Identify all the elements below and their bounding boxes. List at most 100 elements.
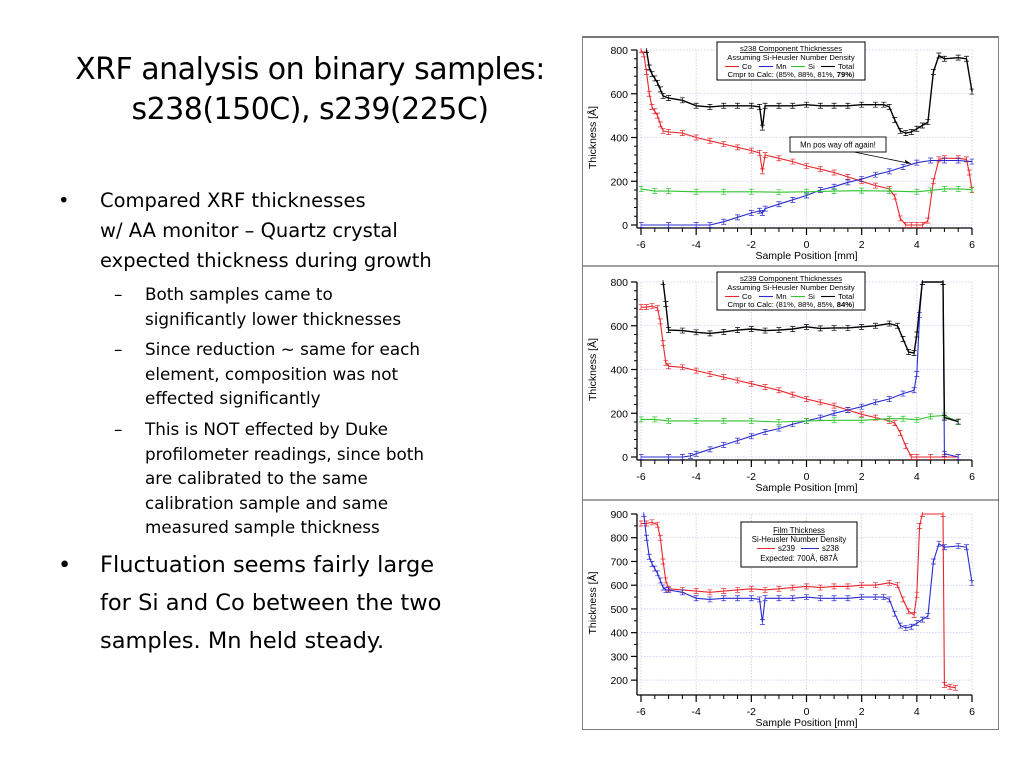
data-point-errorbar — [693, 595, 699, 602]
data-point-errorbar — [748, 585, 754, 592]
data-point-errorbar — [900, 336, 906, 342]
data-point-errorbar — [914, 159, 920, 166]
bullet-line: Compared XRF thicknesses — [100, 189, 366, 212]
data-point-errorbar — [707, 330, 713, 337]
data-point-errorbar — [641, 51, 647, 58]
data-point-errorbar — [679, 589, 685, 596]
data-point-errorbar — [660, 584, 666, 591]
data-point-errorbar — [721, 141, 727, 147]
data-point-errorbar — [817, 399, 823, 406]
data-point-errorbar — [886, 104, 892, 110]
bullet-line: Fluctuation seems fairly large — [100, 551, 435, 578]
series-si — [639, 186, 974, 196]
data-point-errorbar — [886, 579, 892, 586]
x-tick-label: -6 — [636, 706, 645, 718]
data-point-errorbar — [903, 443, 909, 449]
legend-title: s239 Component Thicknesses — [740, 274, 842, 283]
data-point-errorbar — [897, 128, 903, 134]
data-point-errorbar — [666, 188, 672, 194]
bullet-line: samples. Mn held steady. — [100, 627, 385, 654]
data-point-errorbar — [660, 128, 666, 134]
data-point-errorbar — [639, 48, 644, 53]
data-point-errorbar — [817, 166, 823, 173]
data-point-errorbar — [908, 454, 914, 460]
data-point-errorbar — [963, 55, 969, 62]
data-point-errorbar — [757, 149, 763, 156]
data-point-errorbar — [817, 325, 823, 332]
data-point-errorbar — [817, 595, 823, 602]
data-point-errorbar — [657, 318, 663, 325]
x-tick-label: 2 — [859, 706, 865, 718]
sub-bullet-item: – Both samples came to significantly lower… — [58, 282, 508, 331]
y-tick-label: 900 — [610, 509, 628, 521]
data-point-errorbar — [928, 157, 934, 164]
y-tick-label: 0 — [622, 220, 628, 232]
data-point-errorbar — [649, 560, 655, 567]
legend-compare-end: ) — [852, 70, 855, 79]
data-point-errorbar — [652, 75, 658, 82]
data-point-errorbar — [693, 102, 699, 109]
data-point-errorbar — [721, 374, 727, 381]
data-point-errorbar — [903, 222, 909, 228]
x-tick-label: 0 — [804, 706, 810, 718]
data-point-errorbar — [886, 320, 892, 327]
data-point-errorbar — [790, 584, 796, 591]
data-point-errorbar — [859, 176, 865, 182]
series-line-co — [641, 305, 959, 458]
data-point-errorbar — [660, 558, 666, 565]
data-point-errorbar — [762, 384, 768, 390]
legend-compare-text: Cmpr to Calc: (85%, 88%, 81%, — [727, 70, 836, 79]
data-point-errorbar — [748, 326, 754, 332]
data-point-errorbar — [721, 442, 727, 448]
annotation-box — [789, 136, 887, 153]
series-co — [639, 48, 974, 228]
x-tick-label: 4 — [914, 239, 920, 251]
data-point-errorbar — [897, 430, 903, 436]
data-point-errorbar — [639, 304, 644, 311]
data-point-errorbar — [886, 188, 892, 194]
data-point-errorbar — [776, 585, 782, 592]
data-point-errorbar — [930, 69, 936, 75]
data-point-errorbar — [776, 327, 782, 333]
bullet-line: element, composition was not — [145, 363, 399, 384]
data-point-errorbar — [906, 608, 912, 615]
y-tick-label: 200 — [610, 675, 628, 687]
data-point-errorbar — [872, 182, 878, 189]
data-point-errorbar — [735, 327, 741, 333]
chart-panel-1: 0 200 400 600 800 -6 -4 -2 0 2 4 6 Sample Position [… — [583, 41, 999, 267]
data-point-errorbar — [914, 454, 920, 460]
data-point-errorbar — [831, 417, 837, 424]
data-point-errorbar — [930, 178, 936, 185]
data-point-errorbar — [955, 543, 961, 549]
bullet-line: effected significantly — [145, 388, 321, 409]
slide-title: XRF analysis on binary samples: s238(150… — [30, 50, 590, 130]
x-tick-label: 6 — [969, 471, 975, 483]
data-point-errorbar — [930, 558, 936, 565]
legend-entry-s239: s239 — [778, 544, 795, 553]
data-point-errorbar — [914, 371, 920, 377]
chart-frame — [582, 36, 999, 730]
data-point-errorbar — [639, 454, 644, 460]
data-point-errorbar — [900, 164, 906, 170]
data-point-errorbar — [646, 553, 652, 560]
data-point-errorbar — [679, 130, 685, 136]
data-point-errorbar — [919, 222, 925, 228]
data-point-errorbar — [693, 222, 699, 228]
data-point-errorbar — [644, 534, 650, 541]
data-point-errorbar — [748, 188, 754, 195]
data-point-errorbar — [735, 102, 741, 109]
data-point-errorbar — [903, 625, 909, 631]
data-point-errorbar — [845, 595, 851, 602]
data-point-errorbar — [735, 214, 741, 221]
data-point-errorbar — [748, 595, 754, 602]
series-total — [644, 48, 974, 136]
data-point-errorbar — [955, 157, 961, 164]
data-point-errorbar — [679, 364, 685, 371]
data-point-errorbar — [721, 588, 727, 594]
data-point-errorbar — [721, 418, 727, 424]
data-point-errorbar — [652, 108, 658, 115]
data-point-errorbar — [762, 205, 768, 212]
data-point-errorbar — [757, 207, 763, 214]
data-point-errorbar — [831, 402, 837, 409]
